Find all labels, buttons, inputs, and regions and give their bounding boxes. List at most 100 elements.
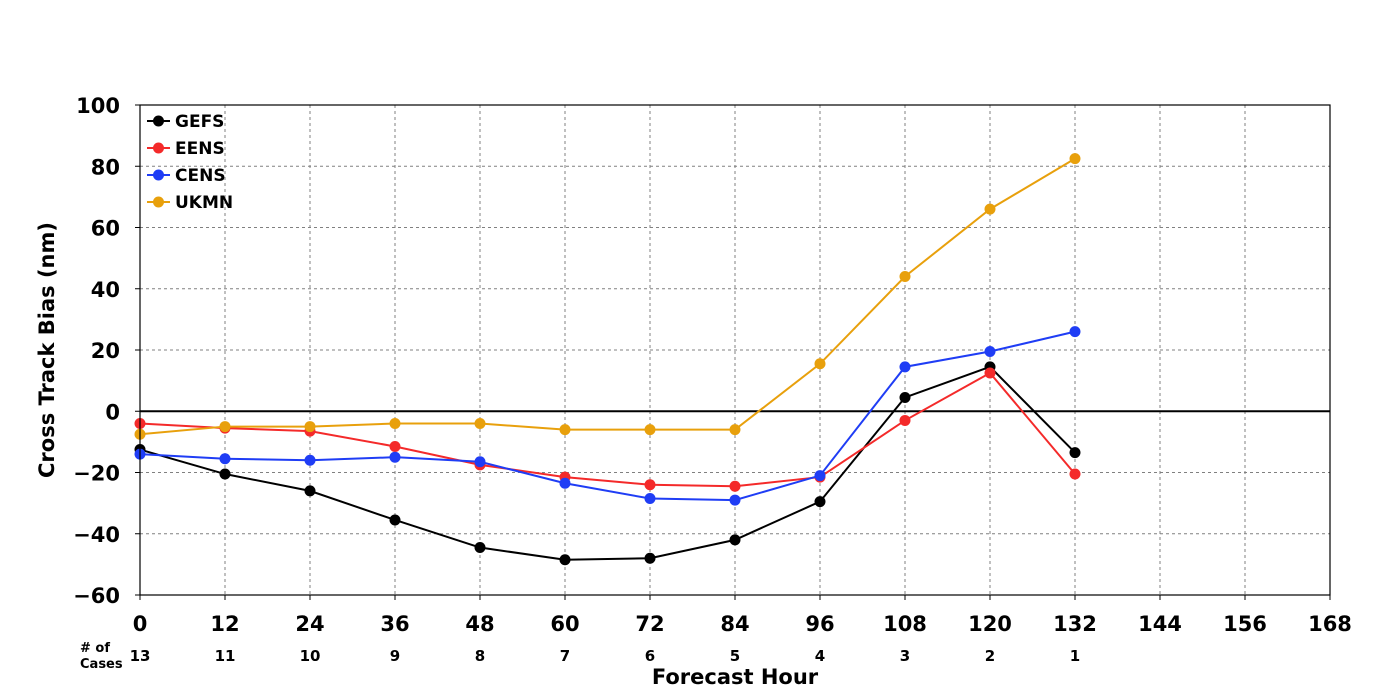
cases-count: 2 [985, 647, 995, 665]
data-point [984, 203, 996, 215]
series-layer [134, 153, 1081, 566]
cases-count: 4 [815, 647, 825, 665]
data-point [984, 367, 996, 379]
data-point [559, 554, 571, 566]
data-point [1069, 153, 1081, 165]
series-line [139, 330, 1076, 502]
data-point [814, 496, 826, 508]
data-point [219, 453, 231, 465]
data-point [814, 358, 826, 370]
legend-item-gefs: GEFS [147, 112, 224, 132]
data-point [644, 493, 656, 505]
x-tick-label: 24 [295, 612, 324, 636]
legend-marker [153, 196, 164, 208]
x-tick-label: 108 [883, 612, 927, 636]
data-point [219, 421, 231, 433]
data-point [304, 454, 316, 466]
series-line [139, 157, 1076, 436]
legend-label: CENS [175, 166, 226, 186]
data-point [1069, 447, 1081, 459]
data-point [474, 456, 486, 468]
data-point [984, 346, 996, 358]
legend-label: UKMN [175, 193, 233, 213]
y-tick-label: 80 [91, 155, 120, 179]
data-point [1069, 326, 1081, 338]
legend-label: GEFS [175, 112, 224, 132]
data-point [644, 479, 656, 491]
data-point [304, 421, 316, 433]
cases-count: 6 [645, 647, 655, 665]
series-cens [134, 326, 1081, 506]
cases-count: 5 [730, 647, 740, 665]
x-tick-label: 12 [210, 612, 239, 636]
legend-item-ukmn: UKMN [147, 193, 233, 213]
y-tick-label: −60 [73, 584, 120, 608]
cases-count: 9 [390, 647, 400, 665]
legend-label: EENS [175, 139, 225, 159]
series-line [139, 365, 1076, 561]
legend-marker [153, 115, 164, 127]
y-tick-label: 20 [91, 339, 120, 363]
cases-count: 1 [1070, 647, 1080, 665]
data-point [1069, 468, 1081, 480]
x-tick-label: 72 [635, 612, 664, 636]
cases-count: 10 [300, 647, 321, 665]
data-point [644, 424, 656, 436]
cases-count: 3 [900, 647, 910, 665]
cases-caption-line1: # of [80, 641, 110, 656]
data-point [899, 361, 911, 373]
data-point [814, 470, 826, 482]
data-point [729, 534, 741, 546]
legend-item-eens: EENS [147, 139, 225, 159]
data-point [219, 468, 231, 480]
x-tick-label: 132 [1053, 612, 1097, 636]
y-tick-label: −40 [73, 523, 120, 547]
data-point [474, 542, 486, 554]
x-tick-label: 60 [550, 612, 579, 636]
data-point [474, 418, 486, 429]
x-tick-label: 120 [968, 612, 1012, 636]
x-tick-label: 36 [380, 612, 409, 636]
x-tick-label: 156 [1223, 612, 1267, 636]
y-tick-label: −20 [73, 462, 120, 486]
cases-count: 11 [215, 647, 236, 665]
y-axis-title: Cross Track Bias (nm) [35, 222, 59, 478]
series-line [139, 371, 1076, 488]
data-point [559, 424, 571, 436]
x-tick-label: 0 [133, 612, 148, 636]
legend-marker [153, 142, 164, 154]
data-point [389, 451, 401, 463]
x-tick-label: 168 [1308, 612, 1352, 636]
x-axis-title: Forecast Hour [652, 665, 819, 689]
legend: GEFS EENS CENS UKMN [147, 112, 233, 213]
y-tick-label: 40 [91, 278, 120, 302]
data-point [389, 440, 401, 452]
data-point [729, 494, 741, 506]
cases-row: # of Cases 13 11 10 9 8 7 6 5 4 3 2 1 [80, 641, 1080, 672]
data-point [559, 477, 571, 489]
cases-count: 13 [130, 647, 151, 665]
data-point [899, 414, 911, 426]
series-ukmn [134, 153, 1081, 440]
data-point [899, 391, 911, 403]
x-axis: 0 12 24 36 48 60 72 84 96 108 120 132 144 156 168 [133, 595, 1352, 636]
x-tick-label: 144 [1138, 612, 1182, 636]
data-point [389, 514, 401, 526]
legend-marker [153, 169, 164, 181]
x-tick-label: 84 [720, 612, 749, 636]
data-point [729, 424, 741, 436]
data-point [304, 485, 316, 497]
data-point [899, 271, 911, 282]
y-axis: −60 −40 −20 0 20 40 60 80 100 [73, 94, 140, 608]
cases-caption-line2: Cases [80, 657, 123, 672]
data-point [389, 418, 401, 429]
y-tick-label: 100 [76, 94, 120, 118]
y-tick-label: 60 [91, 217, 120, 241]
data-point [729, 480, 741, 492]
cases-count: 7 [560, 647, 570, 665]
cases-count: 8 [475, 647, 485, 665]
x-tick-label: 96 [805, 612, 834, 636]
x-tick-label: 48 [465, 612, 494, 636]
data-point [644, 552, 656, 564]
